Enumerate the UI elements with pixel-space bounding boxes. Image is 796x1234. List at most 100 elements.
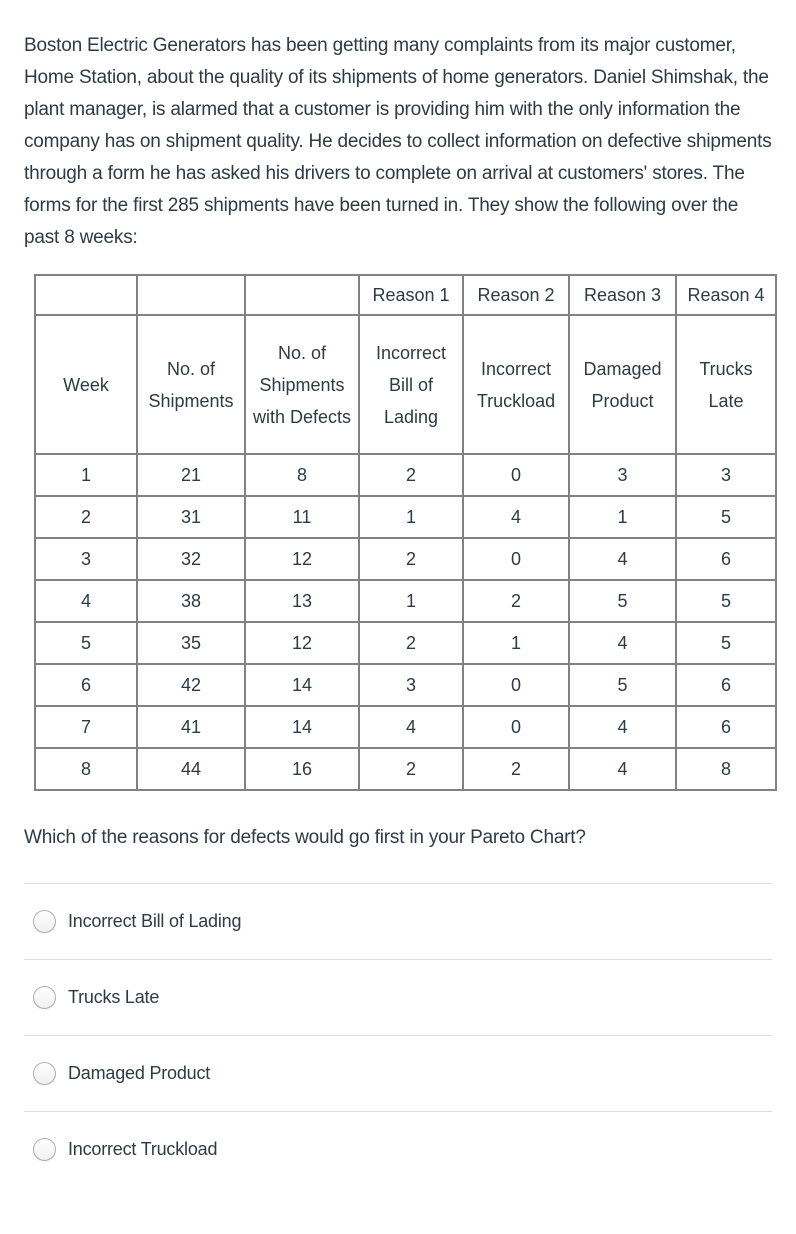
option-divider [24, 1035, 772, 1036]
table-header-cell: Reason 3 [568, 274, 677, 316]
table-row: 6 42 14 3 0 5 6 [34, 663, 777, 707]
table-cell: 14 [244, 705, 360, 749]
answer-option-damaged-product[interactable]: Damaged Product [24, 1036, 772, 1111]
option-label: Damaged Product [68, 1063, 211, 1083]
table-cell: 6 [675, 537, 777, 581]
table-cell: 4 [358, 705, 464, 749]
defects-data-table: Reason 1 Reason 2 Reason 3 Reason 4 Week… [34, 274, 777, 791]
table-cell: 31 [136, 495, 246, 539]
table-cell: 2 [462, 747, 570, 791]
table-cell: 2 [358, 537, 464, 581]
table-header-cell: No. of Shipments with Defects [244, 314, 360, 455]
table-cell: 3 [34, 537, 138, 581]
option-divider [24, 959, 772, 960]
table-cell: 4 [568, 537, 677, 581]
table-cell: 4 [568, 705, 677, 749]
table-cell: 2 [358, 621, 464, 665]
table-cell: 2 [34, 495, 138, 539]
table-cell: 2 [358, 453, 464, 497]
table-group-header-row: Reason 1 Reason 2 Reason 3 Reason 4 [34, 274, 777, 316]
answer-option-trucks-late[interactable]: Trucks Late [24, 960, 772, 1035]
table-cell: 32 [136, 537, 246, 581]
table-cell: 6 [34, 663, 138, 707]
table-cell: 1 [358, 495, 464, 539]
table-row: 3 32 12 2 0 4 6 [34, 537, 777, 581]
question-intro-text: Boston Electric Generators has been gett… [24, 35, 772, 248]
radio-button[interactable] [33, 1138, 56, 1161]
table-row: 5 35 12 2 1 4 5 [34, 621, 777, 665]
table-cell: 0 [462, 705, 570, 749]
radio-button[interactable] [33, 910, 56, 933]
table-cell: 42 [136, 663, 246, 707]
table-cell: 12 [244, 537, 360, 581]
option-label: Trucks Late [68, 987, 160, 1007]
table-cell: 6 [675, 663, 777, 707]
table-cell: 5 [34, 621, 138, 665]
table-cell: 3 [568, 453, 677, 497]
table-cell: 1 [34, 453, 138, 497]
table-column-header-row: Week No. of Shipments No. of Shipments w… [34, 314, 777, 455]
table-row: 2 31 11 1 4 1 5 [34, 495, 777, 539]
table-cell: 8 [34, 747, 138, 791]
table-cell: 0 [462, 453, 570, 497]
table-cell: 7 [34, 705, 138, 749]
table-header-cell: Reason 1 [358, 274, 464, 316]
table-header-cell: Trucks Late [675, 314, 777, 455]
table-cell: 3 [675, 453, 777, 497]
option-divider [24, 883, 772, 884]
table-cell: 2 [358, 747, 464, 791]
table-row: 1 21 8 2 0 3 3 [34, 453, 777, 497]
table-header-cell: Week [34, 314, 138, 455]
table-cell: 12 [244, 621, 360, 665]
table-cell: 2 [462, 579, 570, 623]
table-cell: 0 [462, 663, 570, 707]
answer-options-list: Incorrect Bill of Lading Trucks Late Dam… [24, 883, 772, 1187]
table-cell: 8 [675, 747, 777, 791]
answer-option-incorrect-truckload[interactable]: Incorrect Truckload [24, 1112, 772, 1187]
table-cell: 5 [568, 579, 677, 623]
table-cell: 0 [462, 537, 570, 581]
table-cell: 5 [675, 621, 777, 665]
table-cell: 41 [136, 705, 246, 749]
radio-button[interactable] [33, 986, 56, 1009]
table-cell: 21 [136, 453, 246, 497]
table-cell: 11 [244, 495, 360, 539]
table-cell: 5 [568, 663, 677, 707]
table-cell: 16 [244, 747, 360, 791]
table-cell: 44 [136, 747, 246, 791]
radio-button[interactable] [33, 1062, 56, 1085]
table-cell: 3 [358, 663, 464, 707]
option-label: Incorrect Bill of Lading [68, 911, 242, 931]
table-cell: 4 [568, 621, 677, 665]
table-header-cell: Reason 2 [462, 274, 570, 316]
table-header-cell: Reason 4 [675, 274, 777, 316]
table-cell: 5 [675, 579, 777, 623]
question-text: Which of the reasons for defects would g… [24, 827, 586, 848]
table-cell: 4 [34, 579, 138, 623]
option-label: Incorrect Truckload [68, 1139, 218, 1159]
table-header-cell: No. of Shipments [136, 314, 246, 455]
table-cell: 4 [462, 495, 570, 539]
table-row: 7 41 14 4 0 4 6 [34, 705, 777, 749]
table-row: 8 44 16 2 2 4 8 [34, 747, 777, 791]
answer-option-incorrect-bill-of-lading[interactable]: Incorrect Bill of Lading [24, 884, 772, 959]
table-header-cell [244, 274, 360, 316]
table-cell: 5 [675, 495, 777, 539]
table-cell: 1 [462, 621, 570, 665]
table-cell: 1 [358, 579, 464, 623]
table-header-cell: Incorrect Bill of Lading [358, 314, 464, 455]
table-header-cell: Damaged Product [568, 314, 677, 455]
table-cell: 13 [244, 579, 360, 623]
option-divider [24, 1111, 772, 1112]
table-cell: 6 [675, 705, 777, 749]
table-row: 4 38 13 1 2 5 5 [34, 579, 777, 623]
table-cell: 4 [568, 747, 677, 791]
table-header-cell [136, 274, 246, 316]
table-cell: 38 [136, 579, 246, 623]
table-cell: 8 [244, 453, 360, 497]
table-header-cell: Incorrect Truckload [462, 314, 570, 455]
table-cell: 1 [568, 495, 677, 539]
table-header-cell [34, 274, 138, 316]
table-cell: 14 [244, 663, 360, 707]
